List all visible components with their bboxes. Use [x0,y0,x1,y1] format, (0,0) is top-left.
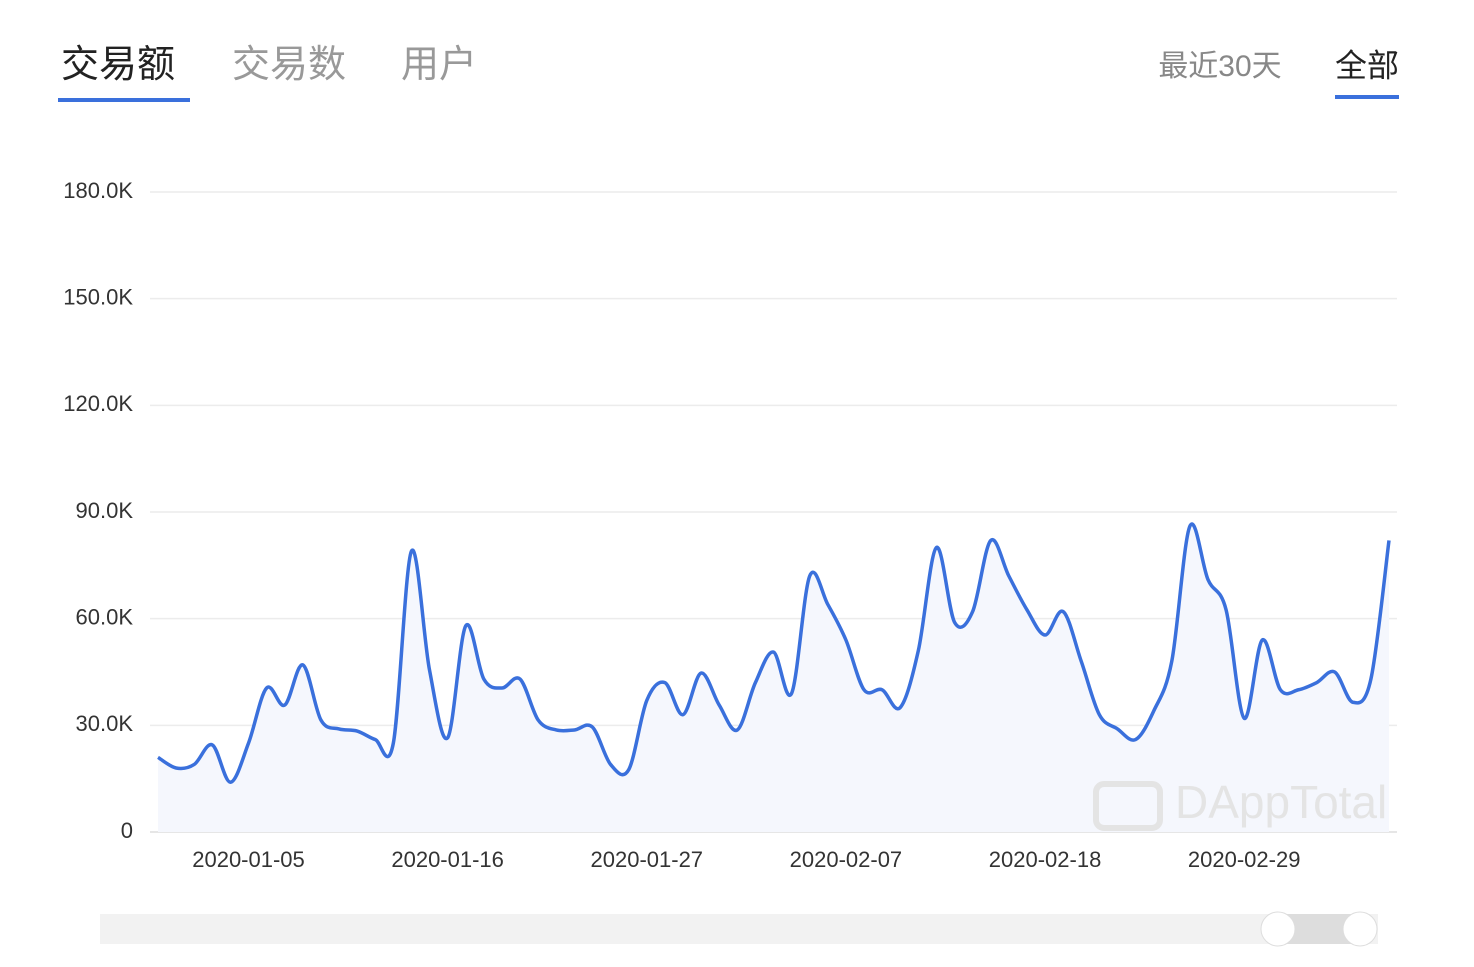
x-tick-label: 2020-02-18 [989,847,1102,872]
range-button[interactable]: 最近30天 [1158,50,1281,83]
tab[interactable]: 用户 [401,44,477,86]
zoom-track [100,914,1378,944]
y-tick-label: 30.0K [76,711,134,736]
area [158,524,1389,832]
tab[interactable]: 交易额 [61,44,175,86]
y-tick-label: 150.0K [63,284,133,309]
y-tick-label: 180.0K [63,178,133,203]
watermark-logo [1093,781,1163,831]
tab[interactable]: 交易数 [232,44,346,86]
zoom-handle[interactable] [1260,911,1296,947]
zoom-handle[interactable] [1342,911,1378,947]
y-tick-label: 60.0K [76,604,134,629]
y-tick-label: 120.0K [63,391,133,416]
range-underline [1335,95,1399,99]
range-button[interactable]: 全部 [1335,47,1399,83]
x-tick-label: 2020-01-05 [192,847,305,872]
tab-underline [58,98,190,102]
watermark: DAppTotal [1175,776,1387,828]
x-tick-label: 2020-01-16 [391,847,504,872]
line [157,522,1391,784]
x-tick-label: 2020-01-27 [591,847,704,872]
y-tick-label: 0 [121,818,133,843]
x-tick-label: 2020-02-07 [790,847,903,872]
x-tick-label: 2020-02-29 [1188,847,1301,872]
y-tick-label: 90.0K [76,498,134,523]
